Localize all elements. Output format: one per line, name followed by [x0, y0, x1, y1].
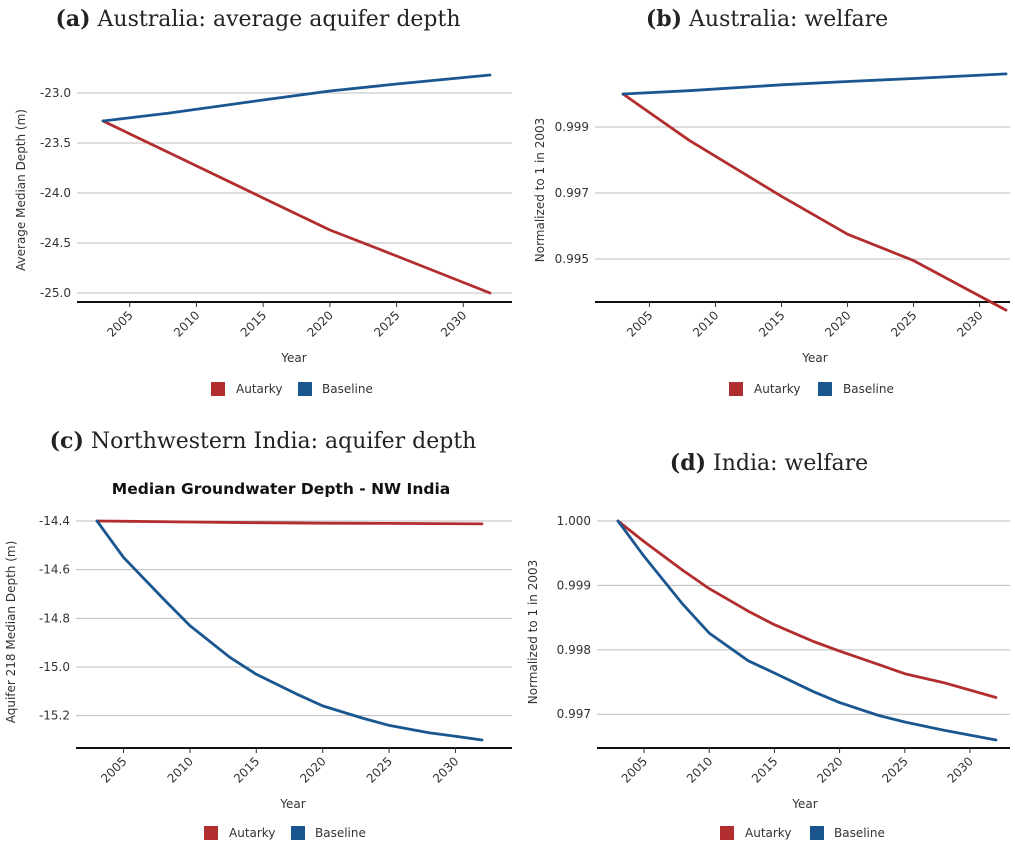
panel-d-xtick-label: 2030: [945, 754, 976, 785]
panel-c-baseline-line: [95, 519, 484, 742]
panel-d-baseline-line: [616, 519, 998, 742]
panel-d-ytick-label: 0.999: [557, 578, 591, 592]
panel-b-ytick-label: 0.999: [555, 120, 589, 134]
panel-c-xlabel: Year: [279, 797, 305, 811]
panel-b-baseline-line: [621, 72, 1008, 96]
panel-d-ytick-label: 0.998: [557, 643, 591, 657]
panel-b-legend-baseline-label: Baseline: [843, 382, 894, 396]
panel-b-legend-baseline-swatch: [818, 382, 832, 396]
panel-d-xtick-label: 2010: [684, 754, 715, 785]
panel-b-legend-autarky-label: Autarky: [754, 382, 800, 396]
panel-c-autarky-line: [95, 519, 484, 526]
panel-b-xtick-label: 2010: [690, 308, 721, 339]
panel-a-ytick-label: -23.5: [40, 136, 71, 150]
panel-a-caption-text: Australia: average aquifer depth: [97, 7, 461, 32]
panel-d-legend-autarky-swatch: [720, 826, 734, 840]
panel-b-xtick-label: 2025: [888, 308, 919, 339]
panel-a-autarky-line: [101, 119, 492, 295]
panel-b-xtick-label: 2030: [954, 308, 985, 339]
panel-a-xlabel: Year: [280, 351, 306, 365]
panel-a-ytick-label: -24.5: [40, 236, 71, 250]
panel-d-xtick-label: 2025: [879, 754, 910, 785]
panel-d-xtick-label: 2015: [749, 754, 780, 785]
panel-c-ytick-label: -14.6: [39, 563, 70, 577]
panel-d-plot: 1.000 0.999 0.998 0.997 2005 2010 2015 2020 2025…: [557, 514, 1010, 786]
panel-c-plot: -14.4 -14.6 -14.8 -15.0 -15.2 2005 2010 2015 202…: [39, 514, 512, 786]
panel-b: (b) Australia: welfare 0.999 0.997 0.995 20…: [533, 6, 1010, 396]
panel-b-plot: 0.999 0.997 0.995 2005 2010 2015 2020 2025 2030: [555, 72, 1010, 340]
panel-a-caption: (a) Australia: average aquifer depth: [55, 6, 460, 32]
panel-a-ytick-label: -24.0: [40, 186, 71, 200]
panel-d-xtick-label: 2020: [814, 754, 845, 785]
panel-c-xtick-label: 2010: [165, 754, 196, 785]
panel-a-legend-autarky-swatch: [211, 382, 225, 396]
panel-c-xtick-label: 2015: [231, 754, 262, 785]
panel-c-caption: (c) Northwestern India: aquifer depth: [50, 428, 477, 454]
panel-d-caption-letter: (d): [670, 450, 706, 476]
panel-a-xtick-label: 2025: [371, 308, 402, 339]
panel-b-autarky-line: [621, 92, 1008, 312]
panel-a-plot: -23.0 -23.5 -24.0 -24.5 -25.0 2005 2010 2015 202…: [40, 73, 512, 340]
panel-b-xtick-label: 2015: [756, 308, 787, 339]
panel-b-ytick-label: 0.995: [555, 252, 589, 266]
panel-c-legend-baseline-label: Baseline: [315, 826, 366, 840]
panel-b-legend-autarky-swatch: [729, 382, 743, 396]
panel-c-legend: Autarky Baseline: [204, 826, 366, 840]
panel-a-xtick-label: 2015: [238, 308, 269, 339]
panel-b-xlabel: Year: [801, 351, 827, 365]
panel-d-legend: Autarky Baseline: [720, 826, 885, 840]
panel-d-caption: (d) India: welfare: [670, 450, 868, 476]
panel-c-xtick-label: 2025: [364, 754, 395, 785]
panel-c-ytick-label: -15.0: [39, 660, 70, 674]
panel-a-xtick-label: 2005: [104, 308, 135, 339]
panel-b-caption-text: Australia: welfare: [688, 7, 888, 32]
panel-a-ylabel: Average Median Depth (m): [14, 109, 28, 271]
panel-a-legend-autarky-label: Autarky: [236, 382, 282, 396]
panel-b-xtick-label: 2020: [822, 308, 853, 339]
panel-a-ytick-label: -23.0: [40, 86, 71, 100]
panel-a-xtick-label: 2010: [171, 308, 202, 339]
panel-a-xtick-label: 2030: [438, 308, 469, 339]
panel-d-caption-text: India: welfare: [713, 451, 868, 476]
panel-b-xtick-label: 2005: [624, 308, 655, 339]
panel-c-ytick-label: -15.2: [39, 709, 70, 723]
panel-b-ytick-label: 0.997: [555, 186, 589, 200]
panel-a-xtick-label: 2020: [304, 308, 335, 339]
panel-c-caption-text: Northwestern India: aquifer depth: [91, 429, 476, 454]
panel-b-caption-letter: (b): [646, 6, 682, 32]
panel-d-autarky-line: [616, 519, 998, 699]
panel-c-xtick-label: 2030: [430, 754, 461, 785]
panel-c-ylabel: Aquifer 218 Median Depth (m): [4, 541, 18, 724]
panel-c-ytick-label: -14.8: [39, 611, 70, 625]
panel-d-ytick-label: 1.000: [557, 514, 591, 528]
panel-c-xtick-label: 2020: [297, 754, 328, 785]
panel-d-legend-baseline-label: Baseline: [834, 826, 885, 840]
panel-a-baseline-line: [101, 73, 492, 123]
panel-a: (a) Australia: average aquifer depth -23…: [14, 6, 512, 396]
panel-b-ylabel: Normalized to 1 in 2003: [533, 118, 547, 262]
panel-a-ytick-label: -25.0: [40, 286, 71, 300]
panel-c-plot-title: Median Groundwater Depth - NW India: [112, 480, 450, 498]
panel-d-ylabel: Normalized to 1 in 2003: [526, 560, 540, 704]
panel-a-legend: Autarky Baseline: [211, 382, 373, 396]
panel-d: (d) India: welfare 1.000 0.999 0.998 0.997 2…: [526, 450, 1010, 840]
panel-c-legend-autarky-label: Autarky: [229, 826, 275, 840]
panel-b-legend: Autarky Baseline: [729, 382, 894, 396]
panel-c-ytick-label: -14.4: [39, 514, 70, 528]
panel-d-xlabel: Year: [791, 797, 817, 811]
panel-c: (c) Northwestern India: aquifer depth Me…: [4, 428, 512, 840]
panel-c-legend-autarky-swatch: [204, 826, 218, 840]
panel-c-legend-baseline-swatch: [291, 826, 305, 840]
panel-d-legend-baseline-swatch: [810, 826, 824, 840]
panel-c-caption-letter: (c): [50, 428, 84, 454]
panel-b-caption: (b) Australia: welfare: [646, 6, 888, 32]
panel-a-legend-baseline-label: Baseline: [322, 382, 373, 396]
panel-d-xtick-label: 2005: [619, 754, 650, 785]
panel-c-xtick-label: 2005: [98, 754, 129, 785]
panel-d-legend-autarky-label: Autarky: [745, 826, 791, 840]
panel-a-legend-baseline-swatch: [298, 382, 312, 396]
panel-a-caption-letter: (a): [55, 6, 90, 32]
panel-d-ytick-label: 0.997: [557, 707, 591, 721]
